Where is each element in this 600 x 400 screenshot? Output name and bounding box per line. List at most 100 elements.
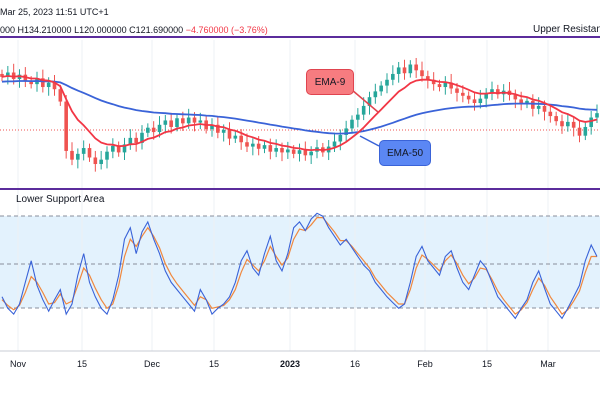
timestamp: Mar 25, 2023 11:51 UTC+1 bbox=[0, 7, 109, 17]
candle-body bbox=[46, 82, 51, 88]
candle-body bbox=[116, 145, 121, 153]
candle-body bbox=[105, 151, 109, 160]
candle-body bbox=[350, 119, 354, 129]
candle-body bbox=[29, 80, 33, 85]
candle-body bbox=[134, 137, 138, 143]
candle-body bbox=[548, 111, 553, 117]
candle-body bbox=[437, 84, 442, 88]
candle-body bbox=[76, 153, 80, 160]
candle-body bbox=[531, 100, 535, 109]
candle-body bbox=[391, 73, 395, 80]
osc-fast-line bbox=[1, 212, 598, 320]
x-tick-label: Mar bbox=[540, 359, 556, 369]
candle-body bbox=[542, 105, 547, 112]
candle-body bbox=[256, 143, 261, 149]
candle-body bbox=[356, 114, 360, 120]
candle-body bbox=[140, 132, 144, 143]
candle-body bbox=[513, 95, 518, 100]
candle-body bbox=[227, 129, 232, 139]
candle-body bbox=[245, 142, 249, 147]
x-tick-label: 15 bbox=[481, 359, 493, 369]
candle-body bbox=[216, 124, 220, 133]
candle-body bbox=[181, 118, 185, 124]
candle-body bbox=[309, 151, 313, 156]
candle-body bbox=[396, 67, 401, 74]
ema9-callout: EMA-9 bbox=[306, 69, 354, 95]
candle-body bbox=[111, 145, 115, 152]
candle-body bbox=[484, 93, 488, 99]
candle-body bbox=[297, 150, 302, 154]
candle-body bbox=[595, 113, 599, 118]
candle-body bbox=[81, 148, 86, 154]
candle-body bbox=[367, 97, 372, 106]
x-tick-label: 15 bbox=[208, 359, 220, 369]
candle-body bbox=[239, 135, 243, 143]
candle-body bbox=[414, 64, 418, 71]
x-tick-label: 15 bbox=[76, 359, 88, 369]
candle-body bbox=[566, 121, 570, 127]
candle-body bbox=[344, 128, 348, 135]
x-tick-label: Dec bbox=[143, 359, 161, 369]
candle-body bbox=[536, 105, 541, 109]
candle-body bbox=[571, 121, 576, 128]
candle-body bbox=[192, 117, 197, 123]
candle-body bbox=[186, 117, 191, 124]
x-tick-label: 16 bbox=[349, 359, 361, 369]
support-label: Lower Support Area bbox=[16, 194, 105, 205]
x-tick-label: 2023 bbox=[279, 359, 301, 369]
ema9-line bbox=[1, 75, 598, 152]
candle-body bbox=[478, 98, 483, 104]
candle-body bbox=[268, 145, 273, 152]
candle-body bbox=[291, 149, 296, 154]
candle-body bbox=[52, 82, 57, 90]
candle-body bbox=[379, 85, 383, 92]
candle-body bbox=[233, 135, 238, 139]
candle-body bbox=[163, 120, 168, 125]
candle-body bbox=[169, 120, 173, 127]
candle-body bbox=[286, 149, 290, 153]
candle-body bbox=[274, 148, 278, 152]
candle-body bbox=[583, 126, 588, 136]
candle-body bbox=[420, 70, 424, 77]
candle-body bbox=[262, 145, 267, 149]
candle-body bbox=[99, 159, 103, 165]
candle-body bbox=[472, 99, 477, 104]
candle-body bbox=[198, 120, 203, 123]
candle-body bbox=[221, 129, 226, 133]
candle-body bbox=[490, 89, 494, 94]
ema50-callout: EMA-50 bbox=[379, 140, 431, 166]
candle-body bbox=[431, 79, 436, 85]
ema50-pointer bbox=[359, 135, 380, 147]
candle-body bbox=[402, 67, 407, 74]
candle-body bbox=[385, 79, 389, 86]
candle-body bbox=[6, 72, 10, 77]
x-tick-label: Feb bbox=[417, 359, 433, 369]
candle-body bbox=[175, 118, 179, 127]
ohlc-readout: 000 H134.210000 L120.000000 C121.690000 … bbox=[0, 25, 268, 35]
candles bbox=[0, 57, 599, 172]
x-tick-label: Nov bbox=[9, 359, 27, 369]
candle-body bbox=[496, 89, 500, 95]
candle-body bbox=[560, 121, 564, 127]
candle-body bbox=[332, 141, 337, 147]
ema9-pointer bbox=[351, 89, 379, 113]
grid bbox=[17, 40, 549, 351]
candle-body bbox=[0, 73, 4, 77]
candle-body bbox=[589, 117, 593, 127]
candle-body bbox=[87, 148, 92, 158]
change-value: −4.760000 (−3.76%) bbox=[185, 25, 268, 35]
osc-band bbox=[0, 216, 600, 308]
candle-body bbox=[128, 137, 133, 145]
candle-body bbox=[338, 134, 343, 142]
candle-body bbox=[303, 150, 308, 156]
candle-body bbox=[455, 88, 459, 93]
ohlc-values: 000 H134.210000 L120.000000 C121.690000 bbox=[0, 25, 184, 35]
candle-body bbox=[373, 91, 378, 98]
candle-body bbox=[426, 76, 430, 80]
candle-body bbox=[122, 144, 127, 153]
candle-body bbox=[554, 116, 558, 122]
candle-body bbox=[519, 99, 523, 104]
candle-body bbox=[408, 64, 413, 74]
candle-body bbox=[461, 92, 465, 96]
